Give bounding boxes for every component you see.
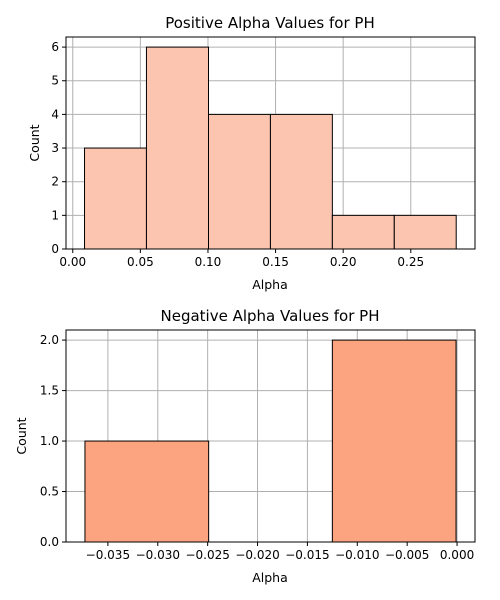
- x-tick-label: 0.20: [330, 255, 357, 269]
- x-ticks: 0.00 0.05 0.10 0.15 0.20 0.25: [59, 249, 424, 269]
- histogram-bar: [331, 339, 457, 543]
- x-axis-label: Alpha: [252, 277, 288, 292]
- y-ticks: 0 1 2 3 4 5 6: [51, 40, 66, 256]
- x-tick-label: −0.015: [285, 548, 329, 562]
- chart-title: Positive Alpha Values for PH: [165, 14, 375, 32]
- y-tick-label: 0.5: [40, 485, 59, 499]
- histogram-bar: [393, 214, 457, 250]
- plot-frame: [65, 36, 476, 250]
- x-tick-label: −0.030: [136, 548, 180, 562]
- x-tick-label: −0.025: [185, 548, 229, 562]
- y-ticks: 0.0 0.5 1.0 1.5 2.0: [40, 333, 66, 549]
- plot-frame: [65, 329, 476, 543]
- y-tick-label: 2.0: [40, 333, 59, 347]
- x-tick-label: −0.010: [335, 548, 379, 562]
- y-axis-label: Count: [14, 417, 29, 454]
- y-tick-label: 5: [51, 74, 59, 88]
- negative-alpha-histogram: Negative Alpha Values for PH −0.035 −0.03…: [14, 307, 476, 585]
- y-tick-label: 1.5: [40, 384, 59, 398]
- x-tick-label: −0.035: [86, 548, 130, 562]
- bars: [84, 46, 457, 250]
- x-tick-label: 0.000: [440, 548, 474, 562]
- y-tick-label: 2: [51, 175, 59, 189]
- histogram-bar: [145, 46, 210, 250]
- x-tick-label: 0.05: [127, 255, 154, 269]
- positive-alpha-histogram: Positive Alpha Values for PH 0.00 0.05 0.1…: [27, 14, 476, 292]
- x-tick-label: 0.25: [397, 255, 424, 269]
- y-tick-label: 0.0: [40, 535, 59, 549]
- y-tick-label: 4: [51, 107, 59, 121]
- x-ticks: −0.035 −0.030 −0.025 −0.020 −0.015 −0.010 −0.0…: [86, 542, 474, 562]
- x-tick-label: 0.10: [195, 255, 222, 269]
- histogram-bar: [84, 440, 210, 543]
- y-tick-label: 6: [51, 40, 59, 54]
- y-tick-label: 3: [51, 141, 59, 155]
- x-axis-label: Alpha: [252, 570, 288, 585]
- histogram-bar: [269, 113, 333, 250]
- bars: [84, 339, 457, 543]
- histogram-bar: [208, 113, 271, 250]
- histogram-bar: [84, 147, 147, 250]
- y-tick-label: 1: [51, 208, 59, 222]
- y-axis-label: Count: [27, 124, 42, 161]
- histogram-bar: [331, 214, 395, 250]
- x-tick-label: 0.15: [262, 255, 289, 269]
- y-tick-label: 1.0: [40, 434, 59, 448]
- y-tick-label: 0: [51, 242, 59, 256]
- x-tick-label: −0.005: [385, 548, 429, 562]
- chart-title: Negative Alpha Values for PH: [161, 307, 380, 325]
- x-tick-label: 0.00: [59, 255, 86, 269]
- x-tick-label: −0.020: [235, 548, 279, 562]
